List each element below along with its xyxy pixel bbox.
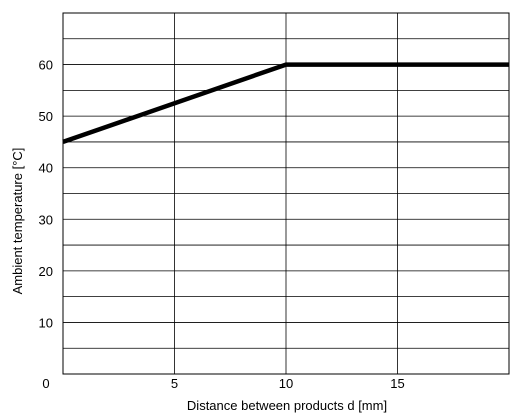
series-line — [62, 62, 509, 145]
y-tick-labels: 10 20 30 40 50 60 — [39, 58, 53, 331]
series-layer — [62, 62, 509, 145]
x-tick-label: 15 — [390, 376, 404, 391]
x-tick-label: 10 — [279, 376, 293, 391]
x-tick-labels: 5 10 15 — [171, 376, 405, 391]
y-tick-label: 50 — [39, 109, 53, 124]
y-tick-label: 20 — [39, 264, 53, 279]
y-tick-label: 10 — [39, 315, 53, 330]
grid — [62, 12, 510, 375]
y-tick-label: 40 — [39, 161, 53, 176]
plot-frame — [62, 12, 510, 375]
y-tick-label: 30 — [39, 212, 53, 227]
y-tick-label: 60 — [39, 58, 53, 73]
x-tick-label: 5 — [171, 376, 178, 391]
x-axis-label: Distance between products d [mm] — [187, 398, 387, 413]
y-axis-label: Ambient temperature [°C] — [10, 148, 25, 295]
origin-label: 0 — [42, 376, 49, 391]
